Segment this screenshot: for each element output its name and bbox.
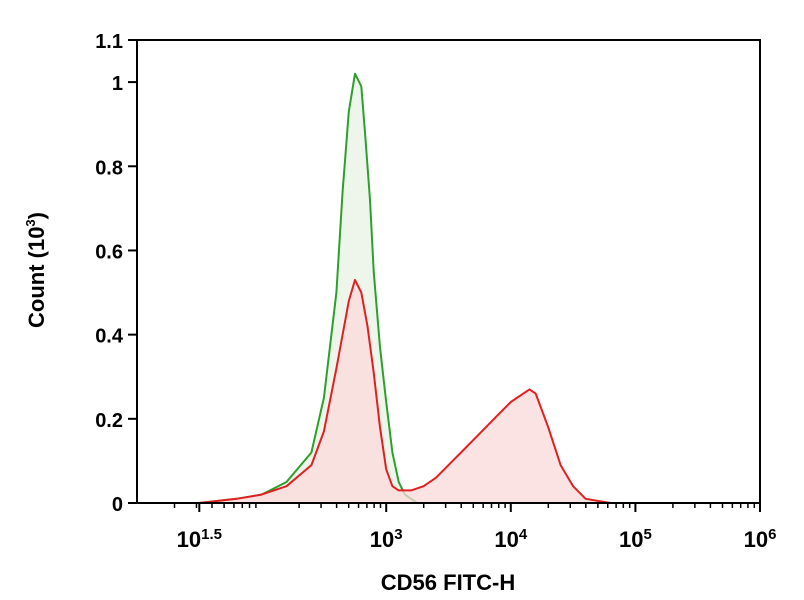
series-layer <box>137 72 636 504</box>
y-tick-label-0: 0 <box>112 494 123 516</box>
y-tick-label-2: 0.4 <box>95 326 124 348</box>
y-tick-label-5: 1 <box>112 73 123 95</box>
y-tick-label-3: 0.6 <box>95 241 123 263</box>
tick-layer: 0 0.2 0.4 0.6 0.8 1 1.1 101.5 103 104 105 106 <box>95 31 776 552</box>
y-tick-label-1: 0.2 <box>95 410 123 432</box>
plot-frame <box>136 39 761 504</box>
y-axis-title-close: ) <box>24 212 49 219</box>
x-tick-label-3: 105 <box>619 526 652 552</box>
y-axis-title: Count (103) <box>23 212 49 328</box>
x-tick-label-0: 101.5 <box>177 526 222 552</box>
series-1-area <box>137 279 636 503</box>
x-tick-label-1: 103 <box>370 526 403 552</box>
y-tick-label-4: 0.8 <box>95 157 123 179</box>
series-0-line <box>137 72 436 504</box>
x-axis-title: CD56 FITC-H <box>381 570 515 595</box>
x-tick-label-4: 106 <box>744 526 777 552</box>
y-axis-title-text: Count (10 <box>24 227 49 328</box>
x-tick-label-2: 104 <box>494 526 527 552</box>
y-axis-title-exponent: 3 <box>23 219 38 226</box>
axes-layer <box>136 39 761 504</box>
y-tick-label-6: 1.1 <box>95 31 123 53</box>
series-1-line <box>137 278 636 504</box>
